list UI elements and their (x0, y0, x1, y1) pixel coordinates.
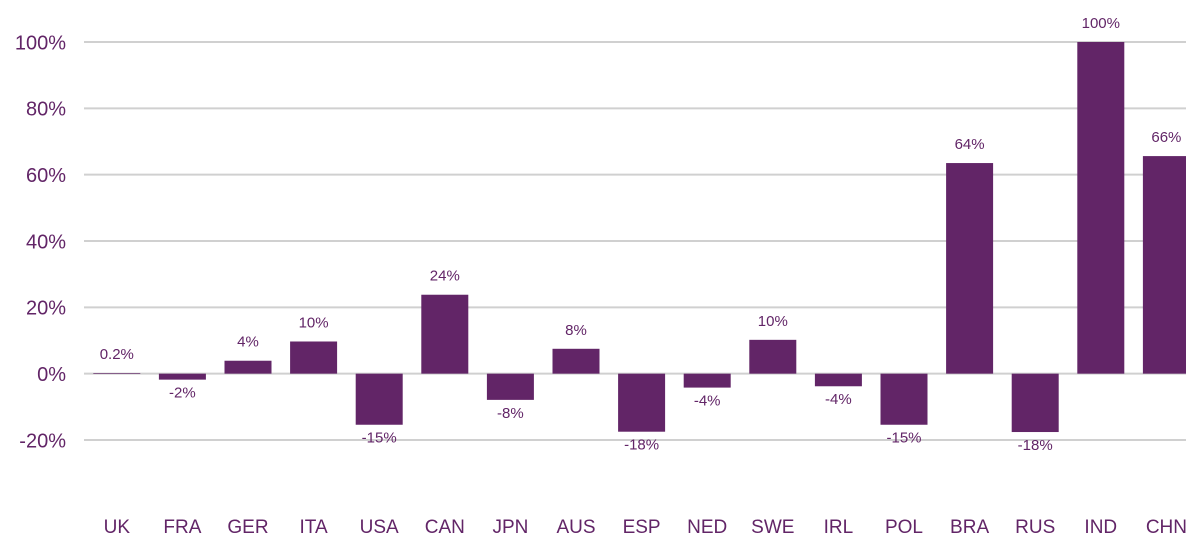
data-label: -18% (1018, 437, 1053, 454)
data-label: -15% (362, 430, 397, 447)
bar (618, 373, 666, 432)
bar (224, 360, 272, 374)
bar (1077, 42, 1125, 374)
y-tick-label: 0% (37, 364, 66, 386)
data-label: -4% (825, 391, 852, 408)
data-label: -15% (886, 430, 921, 447)
y-tick-label: 100% (15, 32, 66, 54)
y-tick-label: 40% (26, 231, 66, 253)
x-tick-label: IND (1084, 517, 1117, 538)
bar (880, 373, 928, 425)
x-tick-label: ESP (623, 517, 661, 538)
x-tick-label: USA (360, 517, 399, 538)
y-tick-label: 60% (26, 165, 66, 187)
x-tick-label: JPN (492, 517, 528, 538)
data-label: 10% (299, 314, 329, 331)
bar (749, 339, 797, 374)
x-tick-label: CHN (1146, 517, 1186, 538)
data-label: 10% (758, 313, 788, 330)
data-label: 0.2% (100, 346, 134, 363)
bar (93, 373, 141, 374)
data-label: 64% (955, 136, 985, 153)
x-tick-label: NED (687, 517, 727, 538)
y-tick-label: -20% (19, 430, 66, 452)
x-tick-label: AUS (556, 517, 595, 538)
bar (290, 341, 338, 374)
data-label: 66% (1151, 129, 1181, 146)
data-label: 4% (237, 334, 259, 351)
data-label: 24% (430, 268, 460, 285)
x-tick-label: BRA (950, 517, 989, 538)
x-tick-label: GER (227, 517, 268, 538)
data-label: 100% (1082, 15, 1120, 32)
x-tick-label: UK (104, 517, 131, 538)
x-tick-label: RUS (1015, 517, 1055, 538)
x-tick-label: IRL (824, 517, 854, 538)
bar (814, 373, 862, 387)
data-label: -2% (169, 385, 196, 402)
bar (683, 373, 731, 388)
data-label: -4% (694, 393, 721, 410)
x-tick-label: CAN (425, 517, 465, 538)
x-tick-label: POL (885, 517, 923, 538)
y-tick-label: 80% (26, 99, 66, 121)
data-label: -8% (497, 405, 524, 422)
x-tick-label: ITA (300, 517, 328, 538)
bar (486, 373, 534, 400)
bar (1142, 156, 1186, 374)
y-tick-label: 20% (26, 298, 66, 320)
bar (158, 373, 206, 380)
data-label: 8% (565, 322, 587, 339)
bar (421, 294, 469, 374)
bar (552, 348, 600, 374)
data-label: -18% (624, 437, 659, 454)
bar (946, 163, 994, 374)
x-tick-label: SWE (751, 517, 794, 538)
bar (1011, 373, 1059, 433)
x-tick-label: FRA (163, 517, 201, 538)
bar (355, 373, 403, 425)
